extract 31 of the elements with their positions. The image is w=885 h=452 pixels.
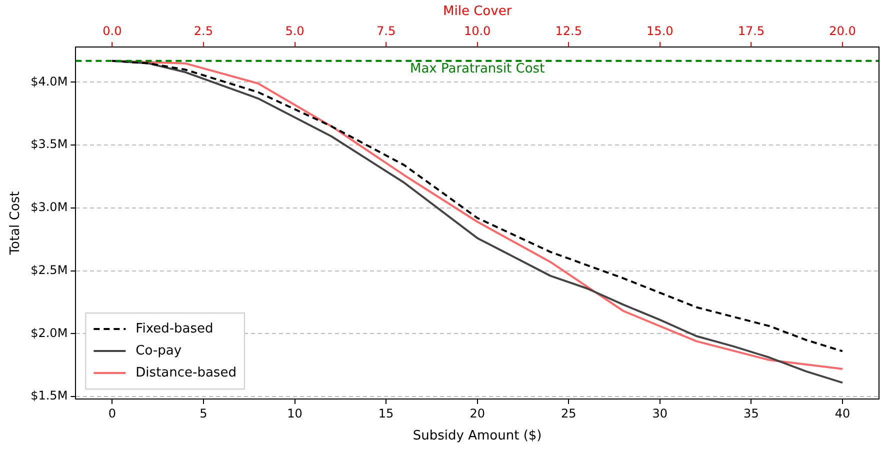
- x-tick-label: 30: [652, 406, 668, 420]
- y-tick-label: $3.5M: [30, 137, 68, 152]
- y-tick-label: $2.5M: [30, 262, 68, 277]
- x2-tick-label: 7.5: [376, 24, 396, 38]
- legend-label: Fixed-based: [136, 321, 214, 336]
- x-tick-label: 20: [470, 406, 485, 420]
- x-tick-label: 10: [287, 406, 302, 420]
- x2-tick-label: 0.0: [102, 24, 122, 38]
- x2-tick-label: 17.5: [738, 24, 765, 38]
- x2-tick-label: 12.5: [555, 24, 582, 38]
- x-tick-label: 40: [834, 406, 850, 420]
- x-axis-title: Subsidy Amount ($): [412, 428, 542, 444]
- x2-axis-title: Mile Cover: [443, 4, 512, 20]
- x2-tick-label: 20.0: [829, 24, 856, 38]
- x-tick-label: 5: [200, 406, 208, 420]
- ref-line-label: Max Paratransit Cost: [410, 62, 545, 77]
- y-tick-label: $4.0M: [30, 74, 68, 88]
- y-axis-title: Total Cost: [8, 191, 24, 256]
- y-tick-label: $3.0M: [30, 200, 68, 214]
- x2-tick-label: 10.0: [464, 24, 491, 38]
- legend-label: Distance-based: [136, 365, 236, 380]
- y-tick-label: $2.0M: [30, 326, 68, 340]
- y-tick-label: $1.5M: [30, 388, 68, 403]
- x-tick-label: 0: [108, 406, 116, 420]
- x-tick-label: 25: [560, 406, 576, 420]
- x-tick-label: 15: [378, 406, 394, 420]
- x-tick-label: 35: [744, 406, 759, 420]
- legend-label: Co-pay: [136, 343, 182, 358]
- x2-tick-label: 5.0: [285, 24, 304, 38]
- x2-tick-label: 2.5: [194, 24, 214, 38]
- x2-tick-label: 15.0: [646, 24, 674, 38]
